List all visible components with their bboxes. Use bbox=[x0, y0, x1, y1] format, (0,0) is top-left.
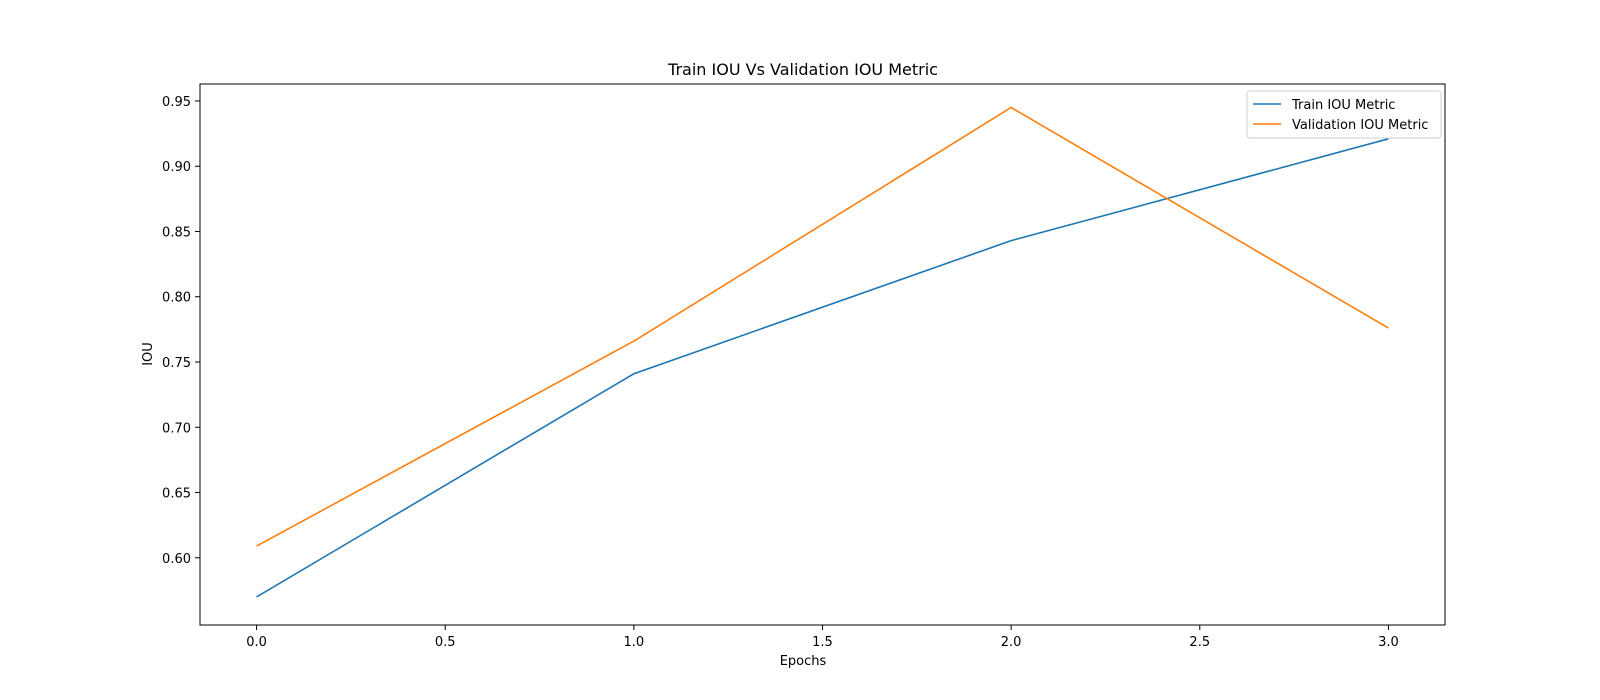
legend-label: Train IOU Metric bbox=[1291, 98, 1395, 113]
x-tick-label: 3.0 bbox=[1378, 635, 1399, 650]
y-tick-label: 0.80 bbox=[162, 291, 191, 306]
legend: Train IOU Metric Validation IOU Metric bbox=[1246, 90, 1442, 139]
x-tick-label: 2.5 bbox=[1189, 635, 1210, 650]
x-tick-label: 1.0 bbox=[624, 635, 645, 650]
y-tick-label: 0.65 bbox=[162, 487, 191, 502]
y-tick-label: 0.60 bbox=[162, 552, 191, 567]
x-tick-label: 2.0 bbox=[1001, 635, 1022, 650]
plot-area bbox=[256, 106, 1389, 598]
x-tick-label: 1.5 bbox=[812, 635, 833, 650]
x-tick-label: 0.0 bbox=[246, 635, 267, 650]
x-axis-label: Epochs bbox=[780, 654, 827, 669]
y-tick-label: 0.95 bbox=[162, 95, 191, 110]
y-tick-label: 0.75 bbox=[162, 356, 191, 371]
series-line-train bbox=[256, 138, 1389, 598]
series-line-validation bbox=[256, 106, 1389, 547]
y-tick-label: 0.90 bbox=[162, 160, 191, 175]
y-tick-label: 0.70 bbox=[162, 421, 191, 436]
y-axis: 0.60 0.65 0.70 0.75 0.80 0.85 0.90 0.95 bbox=[162, 95, 200, 567]
y-tick-label: 0.85 bbox=[162, 225, 191, 240]
x-axis: 0.0 0.5 1.0 1.5 2.0 2.5 3.0 bbox=[246, 625, 1399, 650]
legend-label: Validation IOU Metric bbox=[1292, 118, 1428, 133]
legend-box bbox=[1246, 90, 1442, 139]
chart-title: Train IOU Vs Validation IOU Metric bbox=[667, 60, 938, 79]
x-tick-label: 0.5 bbox=[435, 635, 456, 650]
y-axis-label: IOU bbox=[141, 342, 156, 366]
